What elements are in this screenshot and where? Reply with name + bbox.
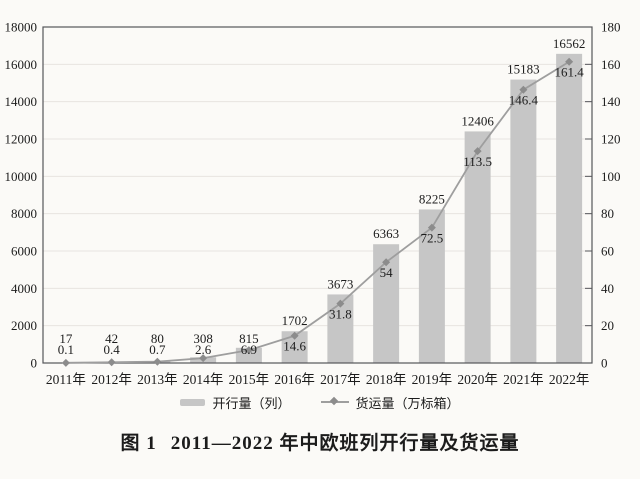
right-axis-tick-label: 140 xyxy=(601,94,621,109)
left-axis-tick-label: 18000 xyxy=(5,20,38,35)
bar-value-label: 815 xyxy=(239,331,259,346)
right-axis-tick-label: 100 xyxy=(601,169,621,184)
figure-title: 2011—2022 年中欧班列开行量及货运量 xyxy=(170,433,520,454)
plot-border xyxy=(42,26,593,364)
chart-legend: 开行量（列） 货运量（万标箱） xyxy=(0,393,640,411)
line-value-label: 0.1 xyxy=(58,342,74,357)
legend-item-line: 货运量（万标箱） xyxy=(320,393,460,412)
x-axis-category-label: 2017年 xyxy=(320,372,361,387)
bar-value-label: 15183 xyxy=(507,62,540,77)
x-axis-category-label: 2015年 xyxy=(229,372,270,387)
bar-value-label: 42 xyxy=(105,331,118,346)
x-axis-category-label: 2014年 xyxy=(183,372,224,387)
x-axis-category-label: 2019年 xyxy=(412,372,453,387)
left-axis-tick-label: 10000 xyxy=(5,169,38,184)
line-value-label: 2.6 xyxy=(195,342,212,357)
bar-value-label: 12406 xyxy=(461,113,494,128)
chart: 17 42 80 308 815 1702 3673 6363 8225 12406 15183 16… xyxy=(5,20,621,388)
line-value-label: 0.7 xyxy=(149,342,166,357)
left-axis-tick-label: 2000 xyxy=(11,318,37,333)
figure-label: 图 1 xyxy=(120,433,157,454)
right-axis-tick-label: 20 xyxy=(601,318,614,333)
bar-value-label: 1702 xyxy=(282,313,308,328)
line-value-label: 6.9 xyxy=(241,342,257,357)
bar xyxy=(556,53,583,364)
figure-caption: 图 1 2011—2022 年中欧班列开行量及货运量 xyxy=(0,428,640,455)
x-axis-category-label: 2011年 xyxy=(46,372,86,387)
left-axis-tick-label: 14000 xyxy=(5,94,38,109)
diamond-marker-icon xyxy=(107,358,116,367)
diamond-marker-icon xyxy=(473,147,482,156)
diamond-marker-icon xyxy=(199,354,208,363)
x-axis-category-label: 2021年 xyxy=(503,372,544,387)
right-axis-tick-label: 0 xyxy=(601,356,608,371)
diamond-marker-icon xyxy=(382,258,391,267)
bar-value-label: 80 xyxy=(151,331,164,346)
diamond-marker-icon xyxy=(519,85,528,94)
line-value-label: 146.4 xyxy=(509,93,539,108)
bar-value-label: 6363 xyxy=(373,226,399,241)
bar-value-label: 8225 xyxy=(419,191,445,206)
diamond-marker-icon xyxy=(153,357,162,366)
bar-value-label: 3673 xyxy=(327,276,353,291)
x-axis-category-label: 2018年 xyxy=(366,372,407,387)
right-axis-tick-label: 180 xyxy=(601,20,621,35)
x-axis-category-label: 2016年 xyxy=(274,372,315,387)
chart-svg: 17 42 80 308 815 1702 3673 6363 8225 12406 15183 16… xyxy=(5,20,621,388)
line-series xyxy=(65,60,570,364)
line-value-label: 113.5 xyxy=(463,154,492,169)
bar xyxy=(510,79,537,364)
diamond-marker-icon xyxy=(336,299,345,308)
right-axis-tick-label: 80 xyxy=(601,206,614,221)
bar-value-label: 308 xyxy=(193,331,213,346)
line-value-label: 72.5 xyxy=(421,231,444,246)
left-axis-tick-label: 16000 xyxy=(5,57,38,72)
line-value-label: 161.4 xyxy=(555,65,585,80)
line-value-label: 14.6 xyxy=(283,339,306,354)
right-axis-tick-label: 40 xyxy=(601,281,614,296)
bar-series-swatch-icon xyxy=(180,398,206,406)
x-axis-category-label: 2020年 xyxy=(457,372,498,387)
diamond-marker-icon xyxy=(329,396,338,406)
left-axis-tick-label: 4000 xyxy=(11,281,37,296)
line-value-label: 54 xyxy=(380,265,394,280)
bar xyxy=(464,131,491,363)
legend-item-bars: 开行量（列） xyxy=(180,393,291,412)
line-series-marker-icon xyxy=(320,396,349,407)
right-axis-tick-label: 160 xyxy=(601,57,621,72)
x-axis-category-label: 2012年 xyxy=(91,372,132,387)
line-value-label: 31.8 xyxy=(329,307,352,322)
diamond-marker-icon xyxy=(244,346,253,355)
left-axis-tick-label: 12000 xyxy=(5,132,38,147)
bar-value-label: 17 xyxy=(59,331,73,346)
legend-label-bars: 开行量（列） xyxy=(212,395,291,411)
left-axis-tick-label: 6000 xyxy=(11,244,37,259)
legend-label-line: 货运量（万标箱） xyxy=(355,395,460,411)
left-axis-tick-label: 0 xyxy=(31,356,38,371)
diamond-marker-icon xyxy=(427,223,436,232)
diamond-marker-icon xyxy=(565,57,574,66)
left-axis-tick-label: 8000 xyxy=(11,206,37,221)
diamond-marker-icon xyxy=(61,358,70,367)
right-axis-tick-label: 60 xyxy=(601,244,614,259)
diamond-marker-icon xyxy=(290,331,299,340)
x-axis-category-label: 2022年 xyxy=(549,372,590,387)
right-axis-tick-label: 120 xyxy=(601,132,621,147)
x-axis-category-label: 2013年 xyxy=(137,372,178,387)
bar-value-label: 16562 xyxy=(553,36,586,51)
line-value-label: 0.4 xyxy=(104,342,121,357)
